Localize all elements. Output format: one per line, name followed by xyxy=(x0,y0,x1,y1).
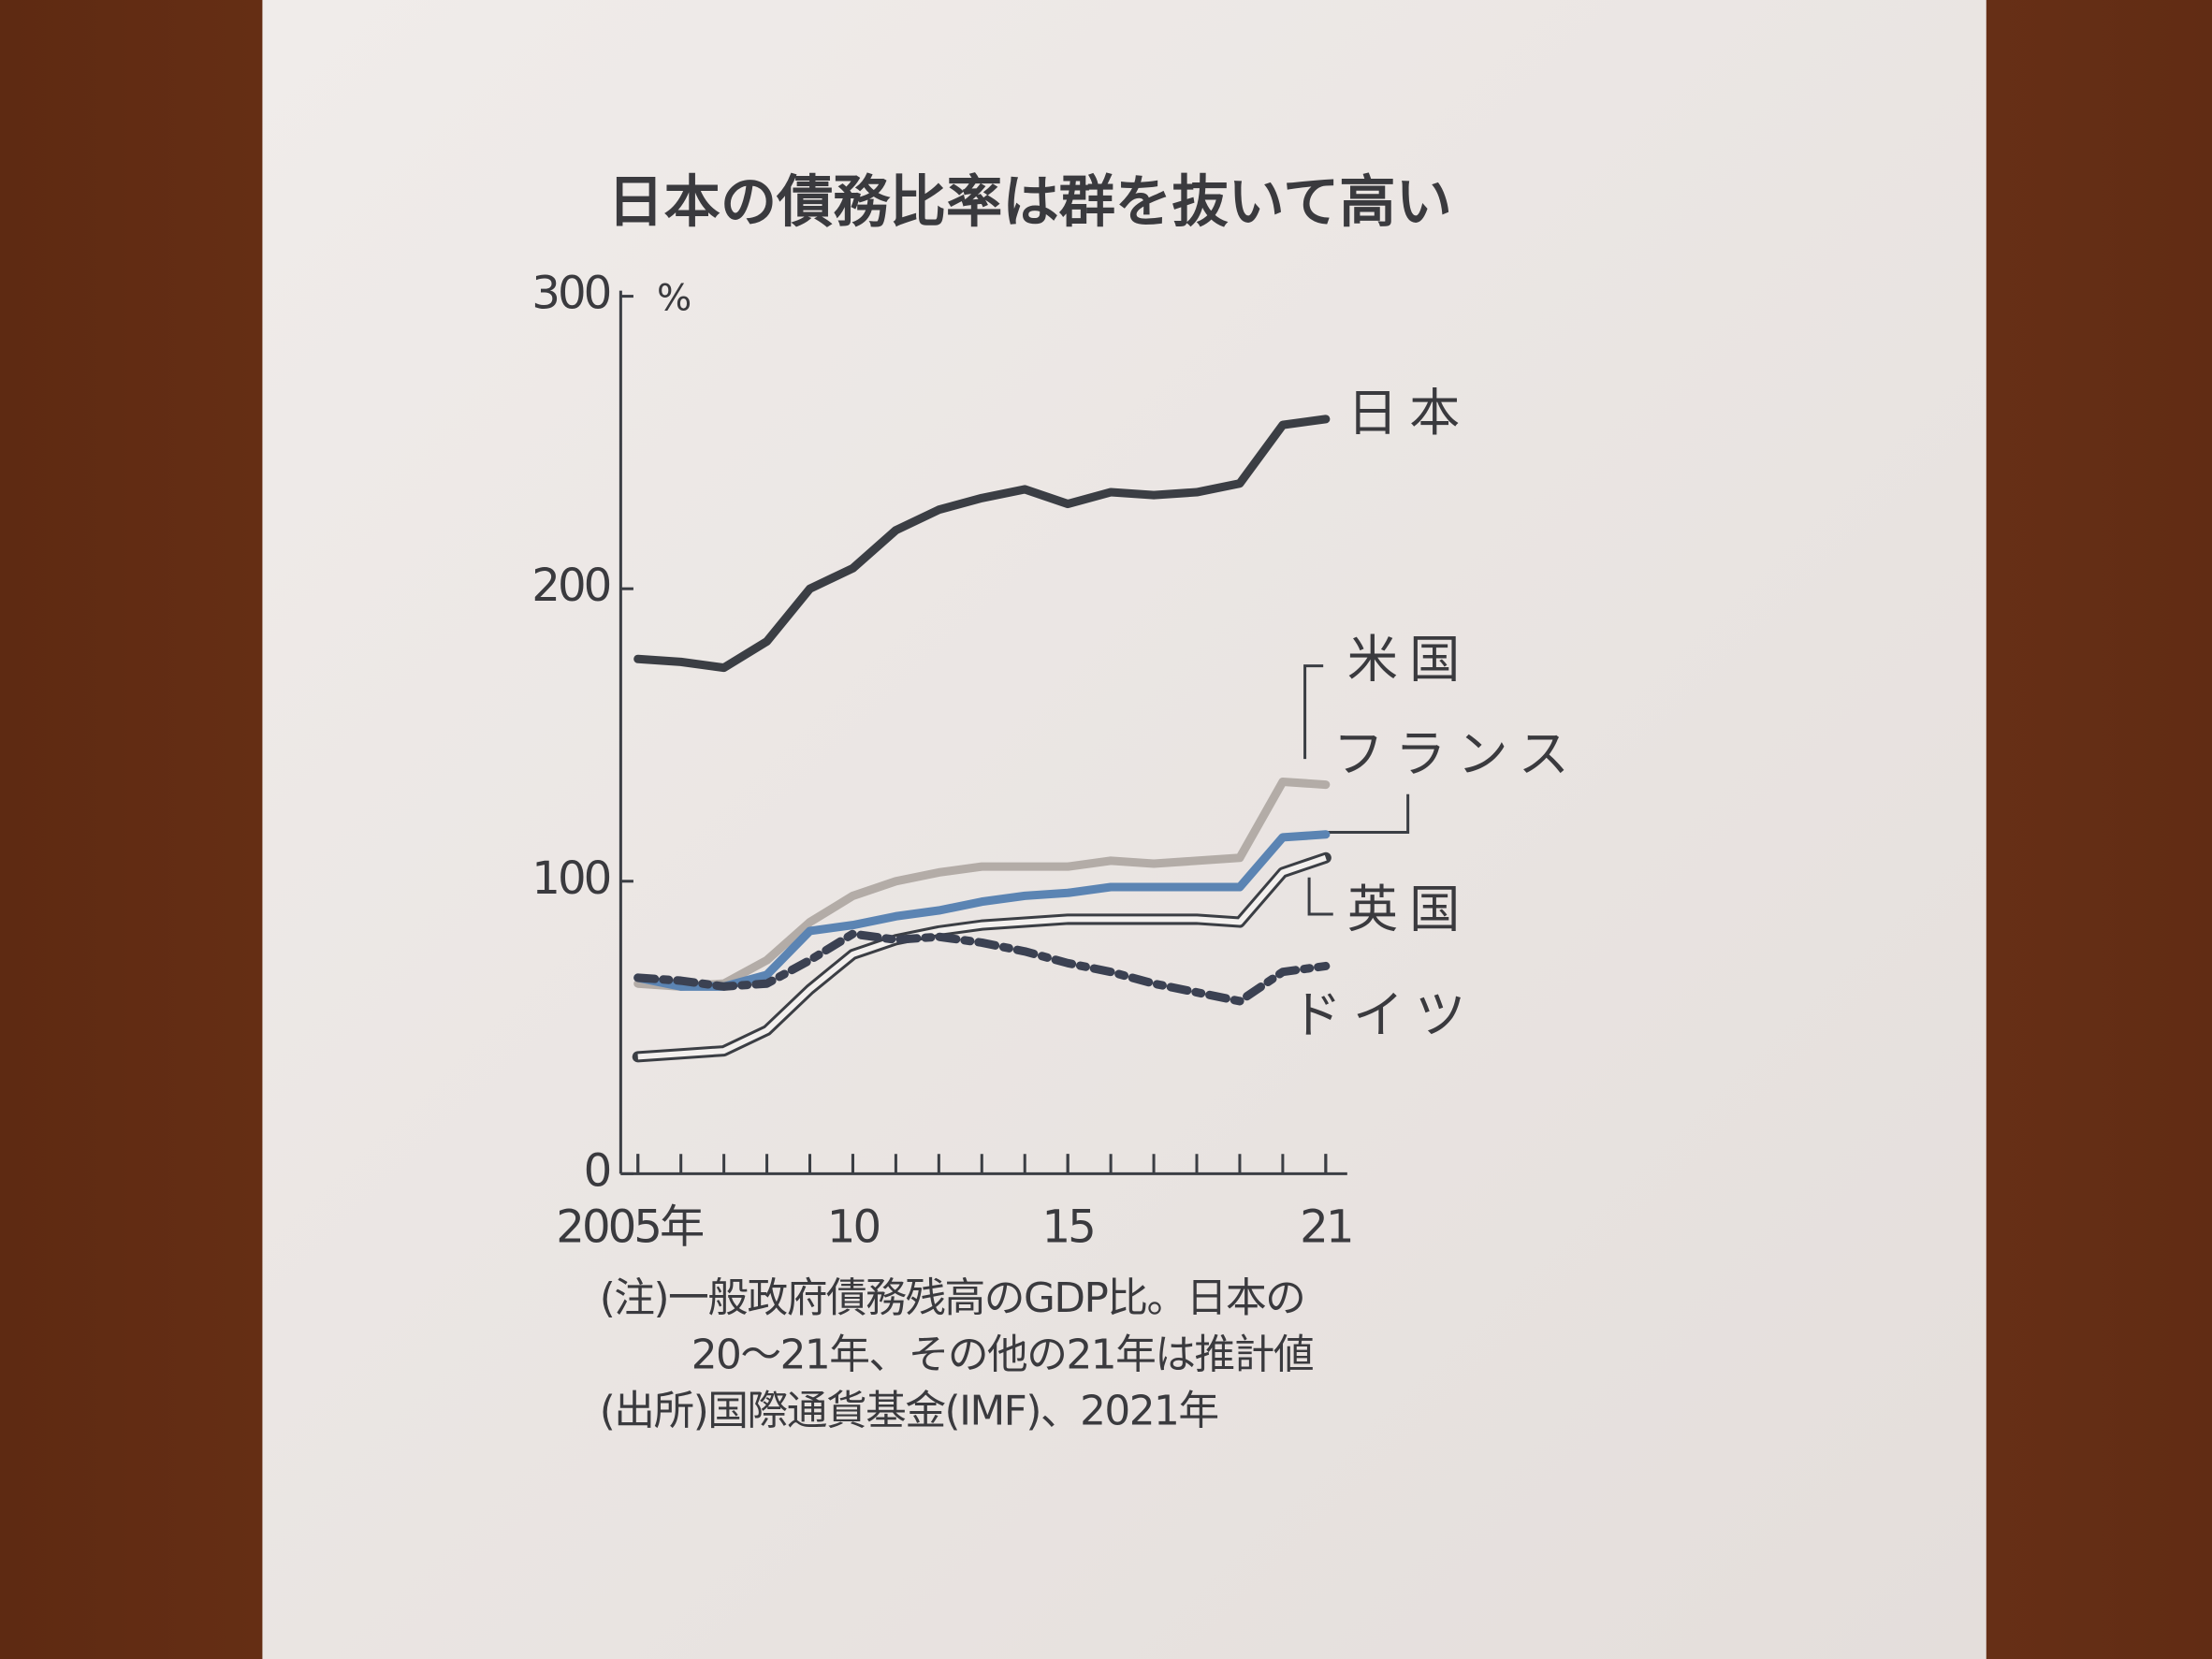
x-tick-label: 15 xyxy=(1041,1201,1093,1254)
x-tick-label: 21 xyxy=(1300,1201,1351,1254)
series-line xyxy=(633,830,1331,991)
series-label: 日本 xyxy=(1347,384,1472,443)
series-line xyxy=(633,929,1331,1006)
footnote: (出所)国際通貨基金(IMF)、2021年 xyxy=(600,1388,1218,1435)
series-label: 米国 xyxy=(1347,631,1472,690)
x-tick-label: 2005年 xyxy=(556,1201,703,1254)
series-line-inner xyxy=(637,854,1327,1060)
series-label: ドイツ xyxy=(1291,986,1477,1045)
bracket xyxy=(1326,793,1410,835)
bracket xyxy=(1307,877,1333,916)
paper xyxy=(262,0,1986,1659)
series-label: フランス xyxy=(1333,725,1580,784)
y-tick-label: 0 xyxy=(584,1144,610,1197)
footnote: 20～21年、その他の21年は推計値 xyxy=(691,1331,1313,1378)
footnote: (注)一般政府債務残高のGDP比。日本の xyxy=(600,1274,1305,1322)
y-tick-label: 300 xyxy=(531,268,609,320)
chart-title: 日本の債務比率は群を抜いて高い xyxy=(607,170,1452,236)
series-label: 英国 xyxy=(1347,880,1472,939)
bracket xyxy=(1303,664,1324,760)
x-tick-label: 10 xyxy=(827,1201,880,1254)
series-line xyxy=(633,777,1331,991)
y-tick-label: 100 xyxy=(531,852,609,905)
series-line xyxy=(633,415,1331,673)
y-unit: % xyxy=(657,278,691,320)
label-brackets xyxy=(1303,664,1410,916)
y-tick-label: 200 xyxy=(531,560,609,612)
